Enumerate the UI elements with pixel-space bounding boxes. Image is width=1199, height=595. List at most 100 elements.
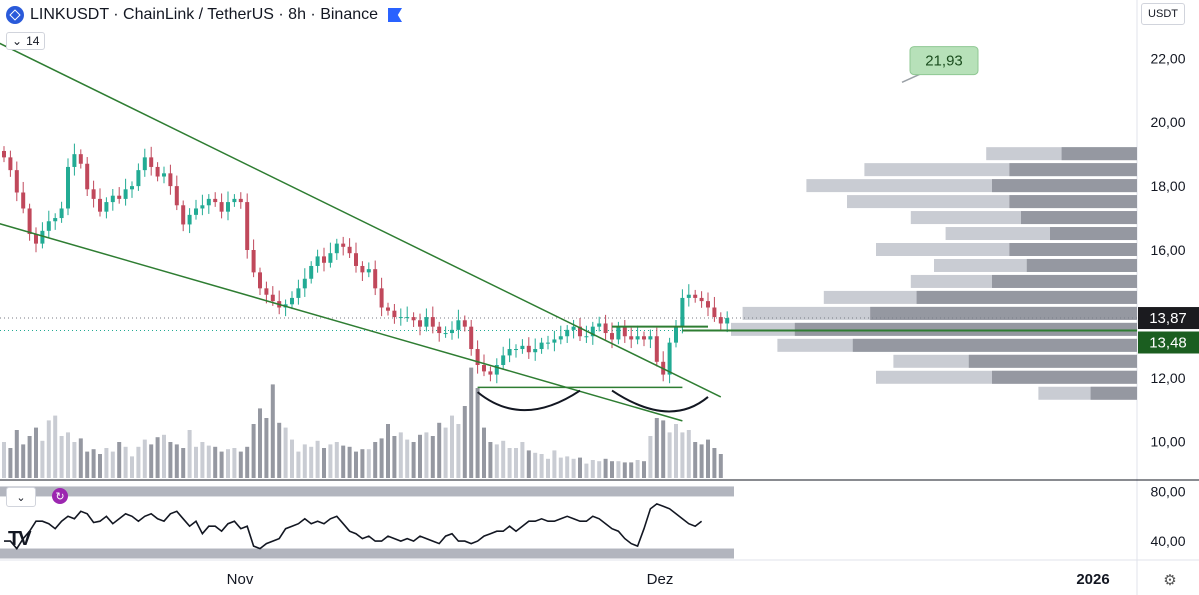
indicator-length-pill[interactable]: ⌄ 14 bbox=[6, 32, 46, 50]
y-tick-label: 20,00 bbox=[1150, 114, 1185, 130]
volume-bar bbox=[130, 456, 134, 478]
chevron-down-icon: ⌄ bbox=[16, 491, 26, 504]
candle-body bbox=[430, 317, 435, 327]
volume-bar bbox=[648, 436, 653, 478]
candle-body bbox=[610, 333, 614, 340]
volume-bar bbox=[629, 462, 634, 478]
gear-icon[interactable]: ⚙ bbox=[1163, 572, 1177, 589]
volume-bar bbox=[238, 451, 243, 478]
tradingview-logo-icon[interactable]: TV bbox=[8, 528, 32, 550]
volume-bar bbox=[27, 436, 32, 478]
volume-bar bbox=[302, 444, 307, 478]
level-badge bbox=[1138, 331, 1199, 354]
candle-body bbox=[693, 294, 698, 298]
candle-body bbox=[648, 336, 653, 340]
candle-body bbox=[130, 186, 134, 190]
candle-body bbox=[571, 326, 576, 330]
volume-bar bbox=[706, 439, 710, 478]
candle-body bbox=[578, 326, 582, 337]
volume-bar bbox=[328, 444, 333, 478]
chart-header: LINKUSDT · ChainLink / TetherUS · 8h · B… bbox=[6, 6, 403, 24]
volume-bar bbox=[155, 437, 160, 478]
candle-body bbox=[34, 234, 38, 244]
candle-body bbox=[718, 317, 723, 324]
volume-bar bbox=[482, 427, 486, 478]
candle-body bbox=[27, 208, 32, 235]
volume-bar bbox=[494, 444, 499, 478]
sync-icon[interactable]: ↻ bbox=[52, 488, 68, 504]
volume-bar bbox=[405, 439, 410, 478]
volume-bar bbox=[558, 457, 563, 478]
candle-body bbox=[424, 317, 429, 327]
candle-body bbox=[494, 365, 499, 375]
candle-body bbox=[462, 320, 467, 327]
candle-body bbox=[245, 202, 250, 250]
volume-profile-row-dominant bbox=[992, 370, 1137, 384]
currency-button[interactable]: USDT bbox=[1141, 3, 1185, 25]
volume-bar bbox=[661, 420, 666, 478]
volume-bar bbox=[597, 461, 602, 478]
volume-bar bbox=[354, 451, 358, 478]
volume-bar bbox=[520, 442, 525, 478]
x-tick-label: Nov bbox=[227, 571, 254, 588]
flag-icon[interactable] bbox=[388, 8, 403, 22]
volume-bar bbox=[507, 448, 512, 478]
candle-body bbox=[475, 349, 480, 365]
x-tick-label: Dez bbox=[647, 571, 674, 588]
candle-body bbox=[136, 170, 141, 187]
candle-body bbox=[386, 307, 390, 311]
candle-body bbox=[712, 307, 717, 318]
volume-bar bbox=[219, 451, 224, 478]
volume-bar bbox=[616, 461, 621, 478]
candle-body bbox=[450, 329, 454, 334]
candle-body bbox=[622, 326, 627, 337]
volume-bar bbox=[718, 454, 723, 478]
collapse-pane-button[interactable]: ⌄ bbox=[6, 487, 36, 507]
candle-body bbox=[565, 329, 570, 337]
candle-body bbox=[181, 205, 186, 225]
x-tick-label: 2026 bbox=[1076, 571, 1109, 588]
candle-body bbox=[251, 250, 256, 273]
volume-profile-row-dominant bbox=[1009, 243, 1137, 256]
y-tick-label: 22,00 bbox=[1150, 50, 1185, 66]
candle-body bbox=[66, 166, 70, 209]
volume-bar bbox=[277, 422, 282, 478]
rsi-upper-band bbox=[0, 486, 734, 497]
candle-body bbox=[699, 297, 704, 302]
candle-body bbox=[46, 221, 51, 231]
candle-body bbox=[597, 323, 602, 327]
candle-body bbox=[558, 336, 563, 340]
candle-body bbox=[104, 202, 109, 212]
volume-bar bbox=[213, 446, 218, 478]
volume-bar bbox=[162, 434, 166, 478]
candle-body bbox=[347, 246, 352, 254]
candle-body bbox=[546, 342, 550, 344]
volume-bar bbox=[78, 438, 83, 478]
candle-body bbox=[526, 345, 531, 353]
candle-body bbox=[373, 269, 378, 289]
volume-bar bbox=[142, 439, 147, 478]
volume-profile-row-dominant bbox=[916, 290, 1137, 304]
volume-bar bbox=[174, 444, 179, 478]
symbol-title[interactable]: LINKUSDT · ChainLink / TetherUS · 8h · B… bbox=[30, 6, 379, 23]
volume-bar bbox=[437, 422, 442, 478]
candle-body bbox=[334, 243, 339, 254]
volume-bar bbox=[341, 445, 346, 478]
level-label: 13,48 bbox=[1149, 335, 1187, 352]
chevron-down-icon: ⌄ bbox=[12, 34, 23, 48]
candle-body bbox=[520, 345, 525, 350]
candle-body bbox=[59, 208, 64, 219]
volume-bar bbox=[469, 367, 474, 478]
candle-body bbox=[72, 154, 77, 167]
volume-bar bbox=[245, 446, 250, 478]
volume-bar bbox=[392, 436, 397, 478]
candle-body bbox=[469, 326, 474, 350]
y-tick-label: 12,00 bbox=[1150, 370, 1185, 386]
volume-bar bbox=[712, 448, 717, 478]
candle-body bbox=[194, 208, 198, 215]
candle-body bbox=[456, 320, 461, 330]
candle-body bbox=[187, 214, 192, 225]
volume-bar bbox=[322, 448, 326, 478]
y-tick-label: 18,00 bbox=[1150, 178, 1185, 194]
